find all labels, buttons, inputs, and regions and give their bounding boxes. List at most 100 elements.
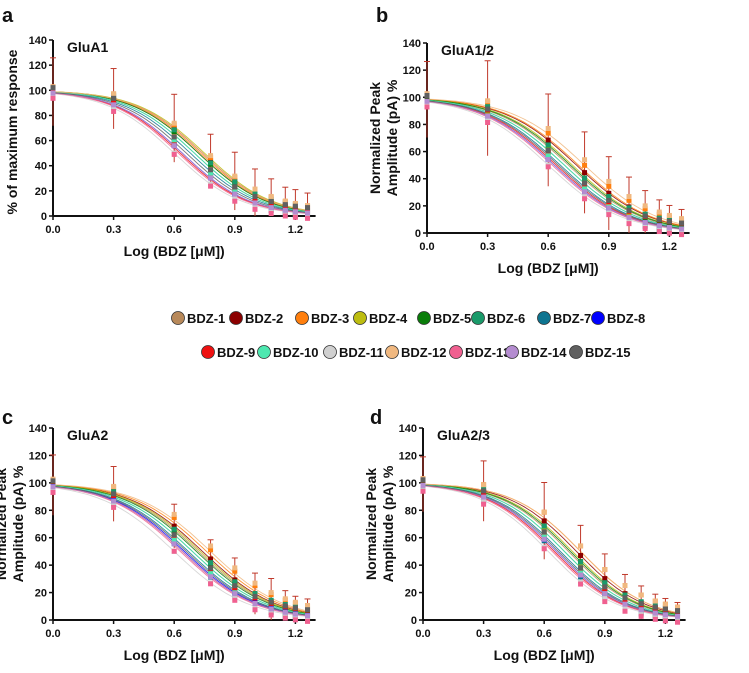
data-point	[662, 601, 668, 607]
data-point	[545, 157, 551, 163]
data-point	[305, 607, 311, 613]
data-point	[171, 523, 177, 529]
data-point	[662, 609, 668, 615]
data-point	[305, 215, 311, 221]
data-point	[545, 142, 551, 148]
fit-curve-bdz-6	[52, 91, 308, 213]
legend-marker	[257, 345, 271, 359]
fit-curve-bdz-7	[52, 91, 308, 213]
y-axis-label-line-1: Normalized Peak	[363, 468, 379, 580]
data-point	[268, 205, 274, 211]
data-point	[171, 134, 177, 140]
legend-label: BDZ-12	[401, 345, 447, 360]
data-point	[545, 137, 551, 143]
legend-label: BDZ-2	[245, 311, 283, 326]
data-point	[252, 580, 258, 586]
data-point	[208, 571, 214, 577]
legend-marker	[201, 345, 215, 359]
data-point	[252, 190, 258, 196]
data-point	[292, 605, 298, 611]
y-axis-label-line-2: Amplitude (pA) %	[10, 465, 26, 582]
x-tick-label: 0.0	[45, 628, 60, 640]
data-point	[582, 196, 588, 202]
fit-curve-bdz-11	[422, 485, 678, 618]
data-point	[50, 90, 56, 96]
data-point	[666, 224, 672, 230]
legend-item-bdz-13: BDZ-13	[449, 345, 511, 360]
y-tick-label: 120	[399, 450, 417, 462]
y-tick-label: 120	[403, 65, 421, 77]
data-point	[171, 151, 177, 157]
y-axis-label: Normalized PeakAmplitude (pA) %	[0, 465, 26, 582]
legend-label: BDZ-4	[369, 311, 408, 326]
x-tick-label: 0.9	[227, 224, 242, 236]
data-point	[282, 207, 288, 213]
data-point	[208, 543, 214, 549]
data-point	[252, 600, 258, 606]
data-point	[545, 130, 551, 136]
y-tick-label: 140	[399, 423, 417, 435]
legend-label: BDZ-9	[217, 345, 255, 360]
data-point	[208, 560, 214, 566]
data-point	[578, 565, 584, 571]
data-point	[626, 207, 632, 213]
chart-panel-d: d GluA2/3 0 20 40 60 80 100 120 140 0.0 0.3 0.6 0.9 1.…	[363, 407, 686, 663]
x-tick-label: 0.9	[601, 241, 616, 253]
data-point	[292, 200, 298, 206]
data-point	[606, 178, 612, 184]
legend-label: BDZ-3	[311, 311, 349, 326]
data-point	[282, 213, 288, 219]
x-axis-label: Log (BDZ [μM])	[124, 243, 225, 259]
data-point	[642, 226, 648, 232]
y-tick-label: 80	[35, 110, 47, 122]
data-point	[420, 488, 426, 494]
fit-curve-bdz-10	[426, 99, 682, 229]
legend-marker	[591, 311, 605, 325]
data-point	[252, 193, 258, 199]
data-point	[171, 541, 177, 547]
fit-curve-bdz-14	[426, 100, 682, 230]
legend-item-bdz-4: BDZ-4	[353, 311, 408, 326]
fit-curve-bdz-12	[422, 483, 678, 614]
data-point	[642, 206, 648, 212]
data-point	[232, 579, 238, 585]
y-tick-label: 140	[29, 35, 47, 47]
data-point	[638, 601, 644, 607]
data-point	[208, 175, 214, 181]
data-point	[208, 183, 214, 189]
x-tick-label: 0.3	[106, 628, 121, 640]
y-tick-label: 20	[35, 186, 47, 198]
y-axis-label-line-1: Normalized Peak	[367, 82, 383, 194]
x-axis-label: Log (BDZ [μM])	[494, 647, 595, 663]
legend-item-bdz-12: BDZ-12	[385, 345, 447, 360]
chart-panel-b: b GluA1/2 0 20 40 60 80 100 120 140 0.0 0.3 0.6 0.9 1.…	[367, 5, 690, 276]
fit-curve-bdz-9	[422, 485, 678, 617]
data-point	[602, 599, 608, 605]
legend-item-bdz-6: BDZ-6	[471, 311, 525, 326]
data-point	[582, 186, 588, 192]
x-tick-label: 0.3	[476, 628, 491, 640]
data-point	[582, 162, 588, 168]
data-point	[171, 120, 177, 126]
legend-marker	[295, 311, 309, 325]
data-point	[656, 229, 662, 235]
fit-curve-bdz-7	[52, 485, 308, 616]
data-point	[638, 607, 644, 613]
chart-title: GluA1	[67, 39, 108, 55]
data-point	[485, 119, 491, 125]
data-point	[292, 611, 298, 617]
data-point	[638, 613, 644, 619]
data-point	[208, 556, 214, 562]
x-axis-label: Log (BDZ [μM])	[498, 260, 599, 276]
data-point	[232, 198, 238, 204]
data-point	[208, 565, 214, 571]
legend-item-bdz-1: BDZ-1	[171, 311, 225, 326]
data-point	[666, 212, 672, 218]
x-tick-label: 1.2	[288, 224, 303, 236]
fit-curve-bdz-8	[52, 486, 308, 616]
fit-curve-bdz-11	[52, 93, 308, 215]
data-point	[675, 608, 681, 614]
data-point	[481, 482, 487, 488]
data-point	[50, 484, 56, 490]
chart-title: GluA2	[67, 427, 108, 443]
